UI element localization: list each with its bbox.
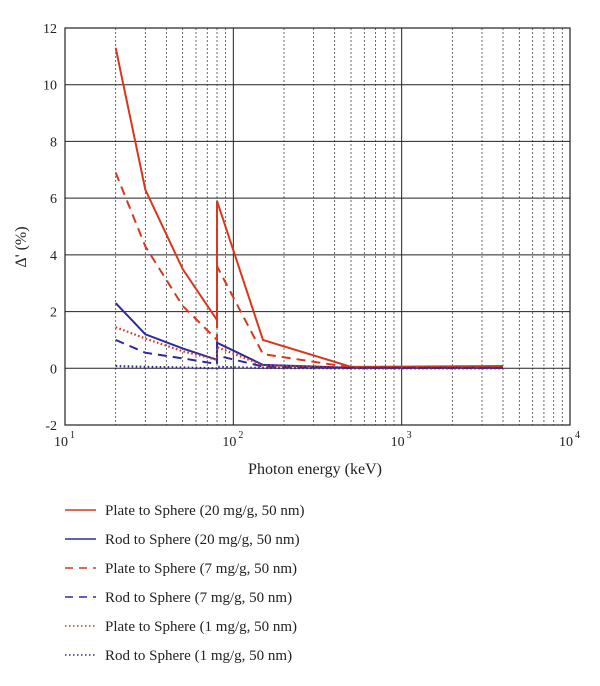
legend: Plate to Sphere (20 mg/g, 50 nm) Rod to S…: [65, 503, 305, 664]
series-line-6: [115, 364, 504, 370]
y-tick-label: 4: [50, 249, 57, 264]
series-line-4: [115, 339, 504, 369]
series-line-5: [115, 326, 504, 370]
legend-label-4: Rod to Sphere (7 mg/g, 50 nm): [105, 590, 292, 606]
y-tick-label: -2: [45, 419, 57, 434]
legend-label-5: Plate to Sphere (1 mg/g, 50 nm): [105, 619, 297, 635]
plot-area-border: [64, 27, 571, 426]
y-tick-label: 2: [50, 306, 57, 321]
legend-label-3: Plate to Sphere (7 mg/g, 50 nm): [105, 561, 297, 577]
x-tick-label: 10: [54, 435, 68, 450]
y-axis-label: Δ' (%): [13, 226, 30, 267]
x-tick-label: 10: [559, 435, 573, 450]
y-tick-label: 8: [50, 135, 57, 150]
x-tick-exponent: 2: [238, 430, 243, 441]
y-tick-label: 10: [43, 79, 57, 94]
x-tick-exponent: 4: [575, 430, 580, 441]
legend-label-1: Plate to Sphere (20 mg/g, 50 nm): [105, 503, 305, 519]
y-tick-label: 0: [50, 362, 57, 377]
series-line-1: [114, 47, 504, 368]
x-tick-label: 10: [391, 435, 405, 450]
legend-label-2: Rod to Sphere (20 mg/g, 50 nm): [105, 532, 300, 548]
series-line-3: [114, 172, 504, 369]
y-axis: -2 0 2 4 6 8 10 12: [43, 22, 57, 434]
y-tick-label: 6: [50, 192, 57, 207]
x-tick-exponent: 3: [407, 430, 412, 441]
y-tick-label: 12: [43, 22, 57, 37]
x-axis: 10 1 10 2 10 3 10 4: [54, 430, 580, 450]
x-tick-exponent: 1: [70, 430, 75, 441]
x-axis-label: Photon energy (keV): [248, 461, 382, 478]
legend-label-6: Rod to Sphere (1 mg/g, 50 nm): [105, 648, 292, 664]
x-tick-label: 10: [222, 435, 236, 450]
series-layer: [114, 47, 504, 370]
plot-frame: [64, 27, 571, 426]
